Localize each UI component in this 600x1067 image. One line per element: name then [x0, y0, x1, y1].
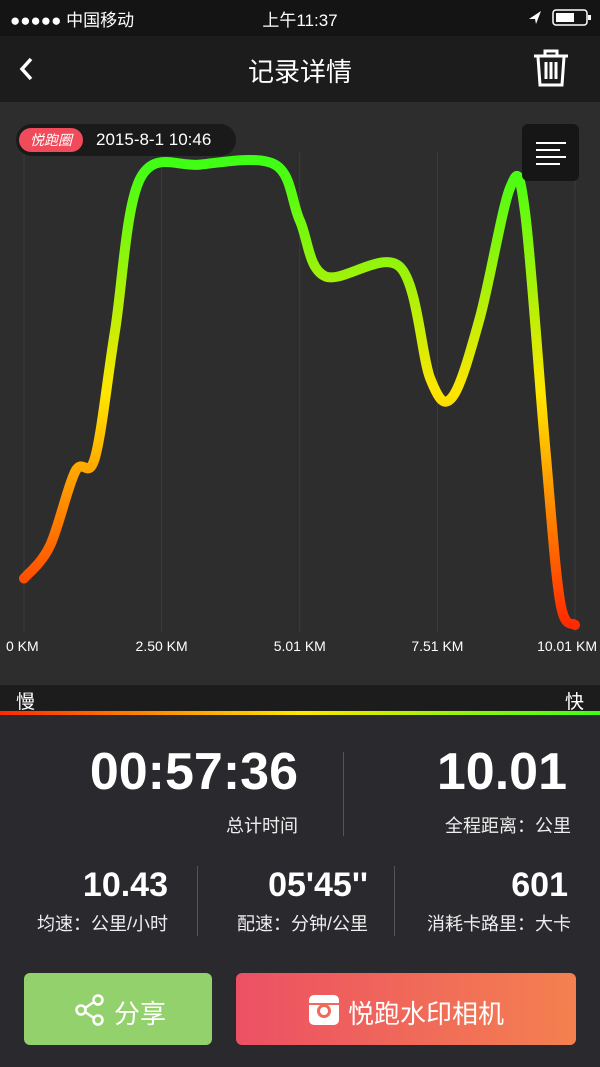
status-icons	[529, 9, 591, 26]
calories: 601	[511, 866, 568, 904]
share-icon	[75, 994, 104, 1026]
carrier: ●●●●● 中国移动	[10, 11, 135, 30]
x-tick-label: 5.01 KM	[274, 638, 326, 654]
speed-legend: 慢 快	[0, 685, 600, 715]
clock: 上午11:37	[262, 11, 338, 30]
speed-chart: 0 KM 2.50 KM 5.01 KM 7.51 KM 10.01 KM	[0, 102, 600, 685]
record-date: 2015-8-1 10:46	[96, 130, 212, 149]
calories-label: 消耗卡路里：大卡	[427, 914, 571, 934]
camera-text: 悦跑水印相机	[348, 999, 505, 1029]
x-tick-label: 0 KM	[6, 638, 39, 654]
status-bar: ●●●●● 中国移动 上午11:37	[0, 0, 600, 36]
divider	[197, 866, 198, 936]
legend-fast: 快	[564, 692, 584, 713]
x-tick-label: 7.51 KM	[411, 638, 463, 654]
pace-label: 配速：分钟/公里	[236, 914, 368, 934]
avg-speed-label: 均速：公里/小时	[36, 914, 168, 934]
legend-slow: 慢	[16, 692, 36, 713]
x-tick-label: 2.50 KM	[136, 638, 188, 654]
total-distance: 10.01	[436, 743, 567, 801]
avg-speed: 10.43	[82, 866, 168, 904]
page-title: 记录详情	[247, 57, 352, 87]
share-button[interactable]: 分享	[24, 973, 212, 1045]
camera-icon	[309, 995, 339, 1025]
nav-bar: 记录详情	[0, 36, 600, 102]
menu-button[interactable]	[522, 124, 579, 181]
delete-button[interactable]	[532, 48, 570, 88]
divider	[394, 866, 395, 936]
divider	[343, 752, 344, 836]
badge: 悦跑圈	[19, 128, 83, 152]
camera-button[interactable]: 悦跑水印相机	[236, 973, 576, 1045]
distance-label: 全程距离：公里	[445, 816, 571, 836]
total-time-label: 总计时间	[226, 816, 298, 836]
back-button[interactable]	[12, 54, 42, 84]
speed-line	[19, 155, 580, 630]
legend-gradient	[0, 711, 600, 715]
pace: 05'45''	[268, 866, 368, 904]
total-time: 00:57:36	[89, 743, 298, 801]
share-text: 分享	[114, 999, 167, 1029]
record-info: 悦跑圈 2015-8-1 10:46	[16, 124, 236, 156]
x-tick-label: 10.01 KM	[537, 638, 597, 654]
